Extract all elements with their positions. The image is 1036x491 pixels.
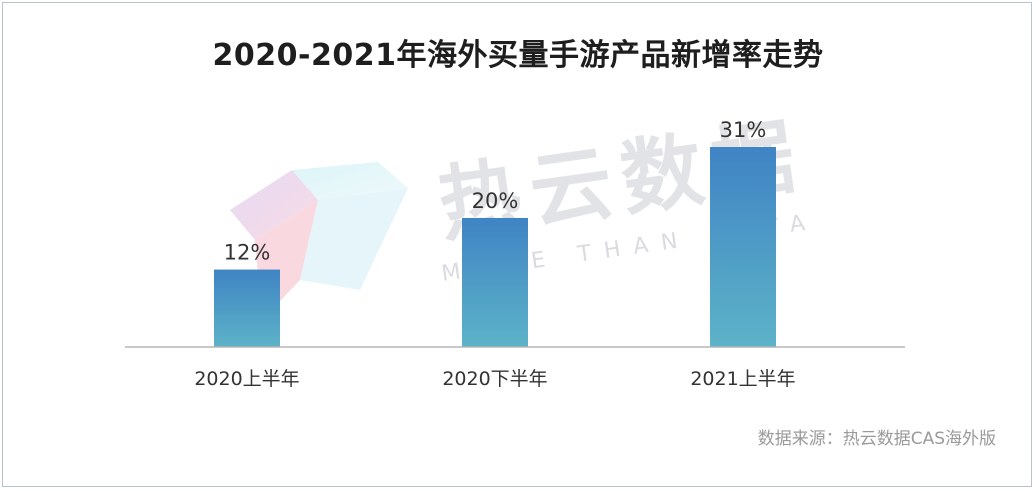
bar-1 [214,269,280,347]
bar-value-label: 12% [224,241,271,265]
bar-value-label: 20% [472,189,519,213]
x-tick-label: 2020上半年 [194,368,299,390]
bar-2 [462,217,528,347]
data-source-note: 数据来源：热云数据CAS海外版 [757,429,996,449]
x-tick-label: 2021上半年 [690,368,795,390]
bar-value-label: 31% [720,118,767,142]
watermark-logo [230,162,408,320]
x-tick-label: 2020下半年 [442,368,547,390]
chart-title: 2020-2021年海外买量手游产品新增率走势 [212,38,824,73]
bar-3 [710,147,776,347]
